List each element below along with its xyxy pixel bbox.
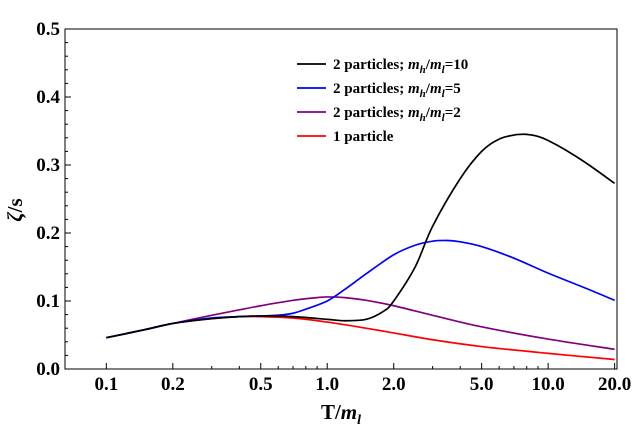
series-line-1 xyxy=(106,133,616,339)
plot-frame xyxy=(64,28,618,370)
x-tick-label: 1.0 xyxy=(315,374,339,395)
axis-ticks: 0.1 0.2 0.5 1.0 2.0 5.0 10.0 20.0 0.0 0.1 0.2 0.3 0.… xyxy=(36,19,631,395)
legend-label-1: 2 particles; mh/ml=10 xyxy=(333,57,468,76)
x-tick-label: 0.5 xyxy=(249,374,273,395)
y-axis-title: ζ/s xyxy=(3,198,27,221)
x-axis-title: T/ml xyxy=(321,400,361,428)
x-tick-label: 2.0 xyxy=(382,374,406,395)
x-tick-label: 10.0 xyxy=(532,374,565,395)
legend-label-3: 2 particles; mh/ml=2 xyxy=(333,105,461,124)
legend-label-4: 1 particle xyxy=(333,129,394,145)
legend: 2 particles; mh/ml=10 2 particles; mh/ml=… xyxy=(297,57,468,145)
series-line-3 xyxy=(106,296,615,351)
series-line-2 xyxy=(106,239,615,339)
x-tick-label: 20.0 xyxy=(598,374,631,395)
legend-label-2: 2 particles; mh/ml=5 xyxy=(333,81,461,100)
y-tick-label: 0.0 xyxy=(36,359,60,380)
x-tick-label: 0.1 xyxy=(94,374,118,395)
y-tick-label: 0.1 xyxy=(36,291,60,312)
x-tick-label: 5.0 xyxy=(470,374,494,395)
y-tick-label: 0.5 xyxy=(36,19,60,40)
y-tick-label: 0.4 xyxy=(36,87,60,108)
y-tick-label: 0.3 xyxy=(36,155,60,176)
series-group xyxy=(106,133,616,361)
x-tick-label: 0.2 xyxy=(161,374,185,395)
y-tick-label: 0.2 xyxy=(36,223,60,244)
